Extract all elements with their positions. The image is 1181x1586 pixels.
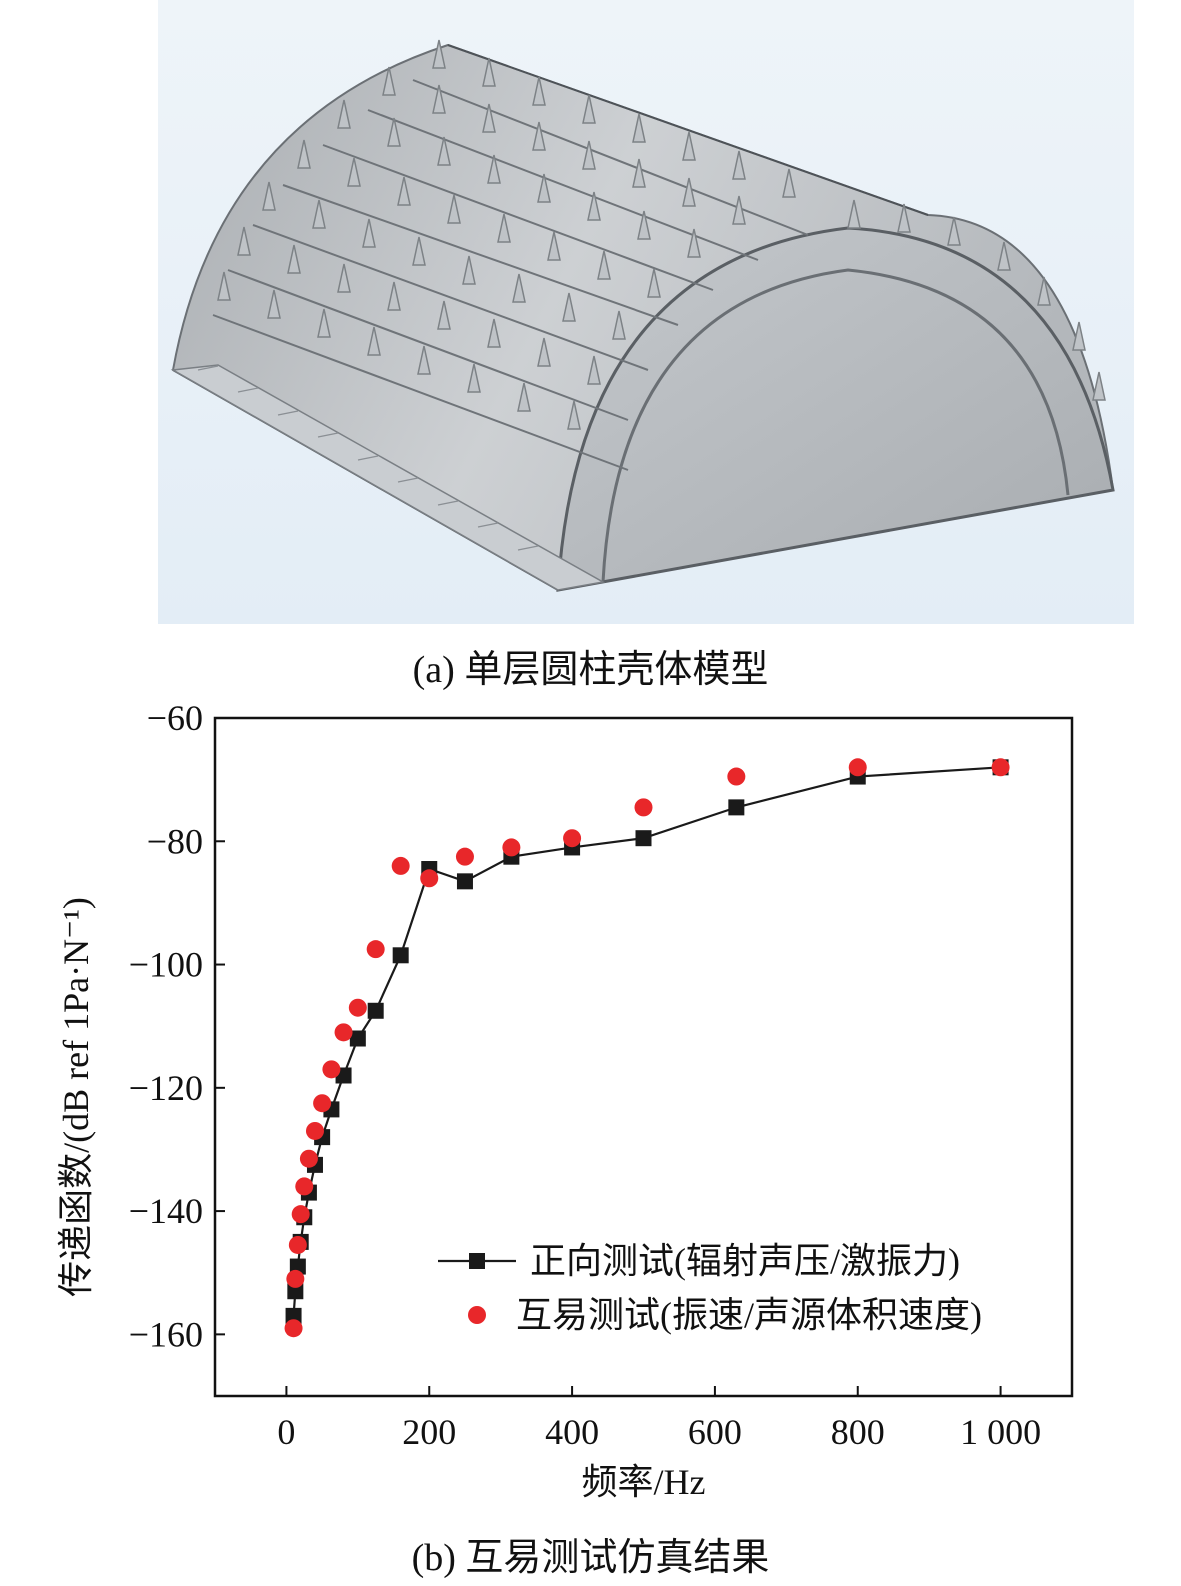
x-tick-label: 0: [277, 1412, 295, 1452]
series-forward-point: [392, 947, 409, 964]
series-reciprocal-point: [420, 869, 439, 888]
series-reciprocal-point: [502, 838, 521, 857]
series-reciprocal-point: [286, 1269, 305, 1288]
cylinder-shell-model-image: [158, 0, 1134, 624]
shell-ridge: [447, 44, 929, 216]
series-forward-point: [367, 1002, 384, 1019]
legend-forward-marker: [469, 1253, 485, 1269]
y-tick-label: −160: [129, 1314, 203, 1354]
series-reciprocal-point: [334, 1023, 353, 1042]
shell-rib-lines: [212, 79, 809, 471]
series-forward-point: [728, 799, 745, 816]
series-reciprocal-point: [391, 856, 410, 875]
chart-axes: [213, 716, 1074, 1398]
series-forward-point: [349, 1030, 366, 1047]
series-reciprocal-point: [284, 1319, 303, 1338]
series-reciprocal-point: [455, 847, 474, 866]
x-tick-label: 1 000: [960, 1412, 1041, 1452]
x-tick-label: 600: [688, 1412, 742, 1452]
x-tick-label: 200: [402, 1412, 456, 1452]
series-reciprocal-point: [366, 940, 385, 959]
series-forward-point: [287, 1283, 304, 1300]
caption-a: (a) 单层圆柱壳体模型: [412, 649, 769, 691]
series-forward-point: [285, 1307, 302, 1324]
series-reciprocal-point: [322, 1060, 341, 1079]
series-reciprocal-point: [291, 1205, 310, 1224]
chart-series: [284, 758, 1010, 1338]
y-tick-label: −140: [129, 1191, 203, 1231]
shell-floor: [170, 364, 606, 591]
x-tick-label: 800: [831, 1412, 885, 1452]
series-reciprocal-point: [295, 1177, 314, 1196]
series-forward-line: [292, 766, 1001, 1316]
y-axis-title: 传递函数/(dB ref 1Pa·N⁻¹): [56, 897, 96, 1297]
legend-reciprocal-marker: [468, 1306, 486, 1324]
series-reciprocal-point: [299, 1149, 318, 1168]
shell-spikes: [217, 39, 1106, 430]
x-axis-title: 频率/Hz: [582, 1462, 706, 1502]
legend-reciprocal-label: 互易测试(振速/声源体积速度): [516, 1295, 982, 1335]
x-tick-label: 400: [545, 1412, 599, 1452]
series-reciprocal-point: [727, 767, 746, 786]
series-reciprocal-point: [991, 758, 1010, 777]
series-reciprocal-point: [563, 829, 582, 848]
series-reciprocal-point: [313, 1094, 332, 1113]
chart-legend: 正向测试(辐射声压/激振力) 互易测试(振速/声源体积速度): [438, 1241, 982, 1335]
series-reciprocal-point: [848, 758, 867, 777]
cylinder-shell-drawing: [170, 39, 1115, 592]
series-forward-point: [456, 873, 473, 890]
series-reciprocal-point: [348, 998, 367, 1017]
series-reciprocal-point: [634, 798, 653, 817]
shell-end-inner-arc: [601, 268, 1070, 583]
y-tick-label: −120: [129, 1068, 203, 1108]
legend-forward-label: 正向测试(辐射声压/激振力): [530, 1241, 960, 1281]
transfer-function-chart: 0 200 400 600 800 1 000 −60 −80 −100 −120 −140 −160…: [56, 698, 1074, 1502]
plot-frame: [213, 716, 1074, 1398]
y-tick-label: −60: [147, 698, 203, 738]
chart-ticks: 0 200 400 600 800 1 000 −60 −80 −100 −120 −140 −160: [129, 698, 1041, 1452]
series-reciprocal-point: [288, 1235, 307, 1254]
series-reciprocal-point: [305, 1121, 324, 1140]
series-forward-point: [635, 830, 652, 847]
y-tick-label: −100: [129, 945, 203, 985]
shell-floor-hatch: [197, 365, 539, 551]
y-tick-label: −80: [147, 821, 203, 861]
caption-b: (b) 互易测试仿真结果: [411, 1537, 770, 1579]
